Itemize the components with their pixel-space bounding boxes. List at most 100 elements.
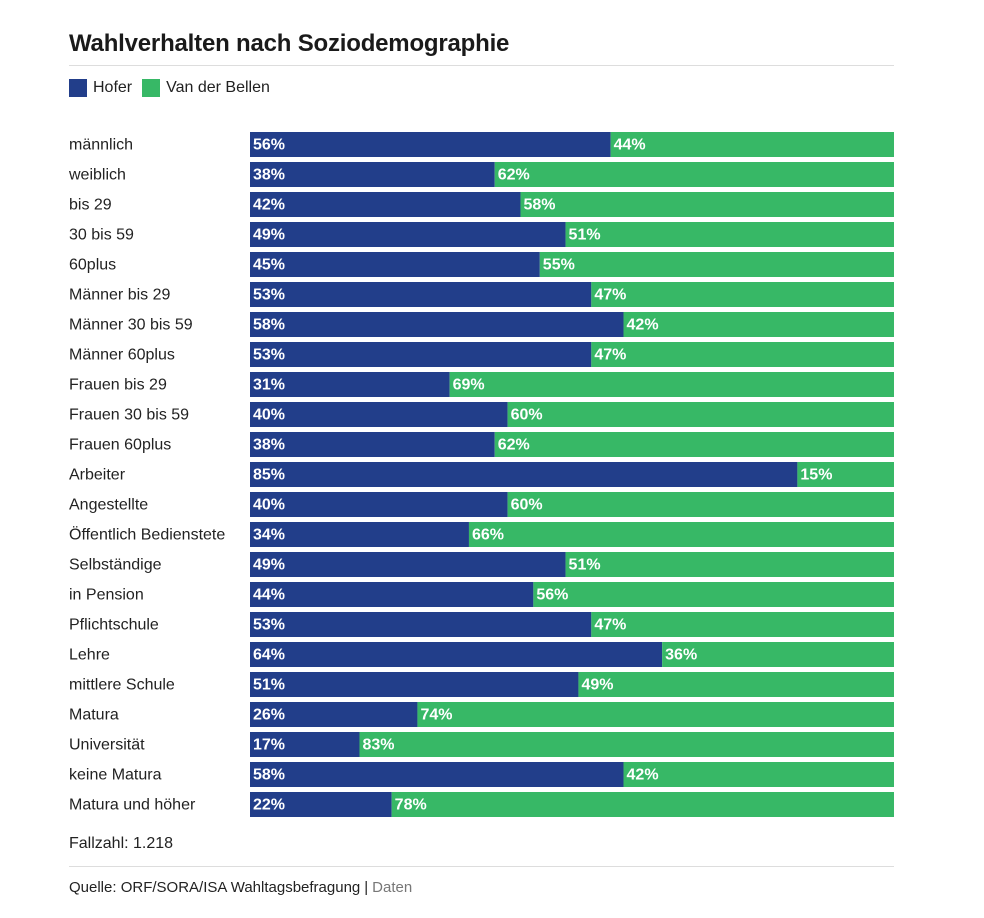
bar-vdb [468,522,894,547]
bar-vdb [539,252,894,277]
category-label: Frauen 60plus [69,437,171,454]
bar-vdb [507,402,894,427]
bar-hofer [250,162,495,187]
data-label-vdb: 56% [536,587,568,604]
data-label-hofer: 58% [253,317,285,334]
legend: Hofer Van der Bellen [69,79,280,97]
bar-hofer [250,612,592,637]
data-label-vdb: 58% [523,197,555,214]
category-label: Männer 30 bis 59 [69,317,193,334]
legend-swatch-vdb [142,79,161,97]
caseload-text: Fallzahl: 1.218 [69,835,174,852]
category-label: Angestellte [69,497,148,514]
data-label-vdb: 78% [395,797,427,814]
data-label-vdb: 51% [569,227,601,244]
category-label: Matura und höher [69,797,196,814]
bar-hofer [250,492,508,517]
bar-hofer [250,732,360,757]
bar-hofer [250,522,469,547]
data-label-hofer: 53% [253,287,285,304]
legend-label-hofer: Hofer [93,79,133,96]
bar-hofer [250,552,566,577]
bar-hofer [250,462,798,487]
data-label-vdb: 51% [569,557,601,574]
category-label: Pflichtschule [69,617,159,634]
bar-vdb [610,132,894,157]
data-label-hofer: 53% [253,617,285,634]
category-label: 60plus [69,257,116,274]
bar-hofer [250,642,663,667]
bar-vdb [417,702,894,727]
category-label: 30 bis 59 [69,227,134,244]
data-label-hofer: 22% [253,797,285,814]
category-label: Universität [69,737,145,754]
data-link[interactable]: Daten [372,879,413,896]
bar-hofer [250,312,624,337]
data-label-hofer: 53% [253,347,285,364]
bar-vdb [520,192,894,217]
category-label: Arbeiter [69,467,126,484]
data-label-hofer: 58% [253,767,285,784]
data-label-vdb: 42% [627,317,659,334]
source-line: Quelle: ORF/SORA/ISA Wahltagsbefragung | D… [69,879,412,896]
category-label: bis 29 [69,197,112,214]
bar-hofer [250,132,611,157]
bar-hofer [250,702,418,727]
chart-title: Wahlverhalten nach Soziodemographie [69,30,510,57]
data-label-hofer: 49% [253,227,285,244]
bar-hofer [250,342,592,367]
bar-vdb [359,732,895,757]
data-label-vdb: 66% [472,527,504,544]
footer-divider [69,866,894,867]
data-label-vdb: 69% [453,377,485,394]
bar-hofer [250,432,495,457]
data-label-hofer: 31% [253,377,285,394]
bar-hofer [250,372,450,397]
bar-vdb [623,762,894,787]
bar-vdb [591,282,894,307]
bar-vdb [591,342,894,367]
bar-hofer [250,402,508,427]
bar-vdb [662,642,894,667]
bar-hofer [250,792,392,817]
data-label-vdb: 55% [543,257,575,274]
category-label: Frauen bis 29 [69,377,167,394]
category-label: männlich [69,137,133,154]
category-label: in Pension [69,587,144,604]
data-label-vdb: 62% [498,167,530,184]
data-label-vdb: 47% [594,617,626,634]
bar-vdb [391,792,894,817]
data-label-hofer: 64% [253,647,285,664]
data-label-vdb: 44% [614,137,646,154]
category-label: mittlere Schule [69,677,175,694]
bar-vdb [591,612,894,637]
data-label-hofer: 40% [253,407,285,424]
category-label: Männer bis 29 [69,287,170,304]
data-label-vdb: 36% [665,647,697,664]
category-label: Lehre [69,647,110,664]
source-text: Quelle: ORF/SORA/ISA Wahltagsbefragung [69,879,361,896]
bar-vdb [797,462,894,487]
bar-hofer [250,672,579,697]
data-label-vdb: 42% [627,767,659,784]
data-label-hofer: 45% [253,257,285,274]
title-divider [69,65,894,66]
data-label-hofer: 85% [253,467,285,484]
legend-item-vdb: Van der Bellen [142,79,270,97]
legend-item-hofer: Hofer [69,79,132,97]
bar-vdb [578,672,894,697]
bar-hofer [250,762,624,787]
data-label-hofer: 26% [253,707,285,724]
category-label: Männer 60plus [69,347,175,364]
category-label: weiblich [68,167,126,184]
data-label-vdb: 49% [581,677,613,694]
bar-vdb [565,552,894,577]
data-label-hofer: 17% [253,737,285,754]
data-label-hofer: 49% [253,557,285,574]
data-label-hofer: 51% [253,677,285,694]
bar-hofer [250,222,566,247]
data-label-vdb: 60% [511,497,543,514]
bar-vdb [494,162,894,187]
bar-hofer [250,582,534,607]
